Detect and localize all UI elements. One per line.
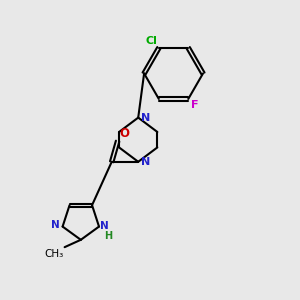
- Text: N: N: [141, 112, 150, 123]
- Text: F: F: [190, 100, 198, 110]
- Text: H: H: [104, 231, 112, 241]
- Text: N: N: [100, 221, 109, 231]
- Text: CH₃: CH₃: [44, 249, 63, 259]
- Text: N: N: [52, 220, 60, 230]
- Text: Cl: Cl: [146, 36, 158, 46]
- Text: O: O: [119, 127, 129, 140]
- Text: N: N: [141, 157, 150, 167]
